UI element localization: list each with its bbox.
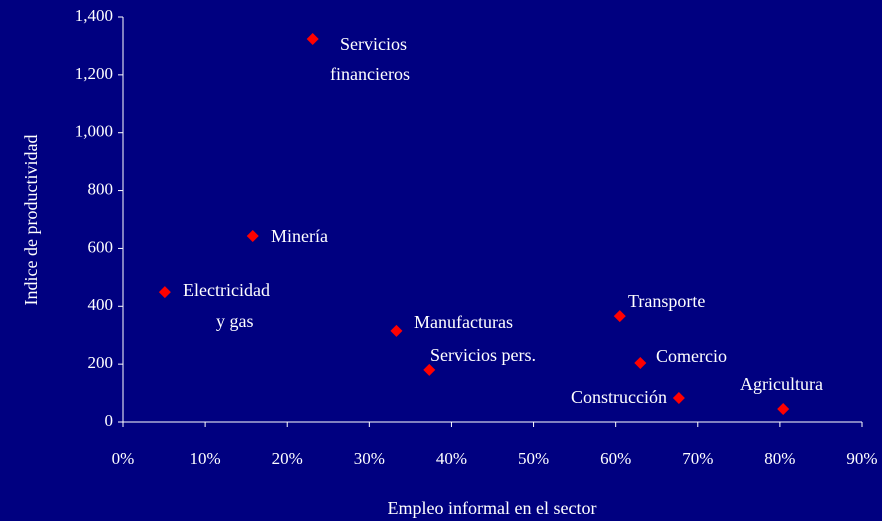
point-label: Electricidad <box>183 280 270 300</box>
point-label: Servicios pers. <box>430 345 536 365</box>
point-label: Transporte <box>628 291 705 311</box>
y-tick-label: 400 <box>88 295 114 314</box>
point <box>306 32 319 45</box>
point <box>158 286 171 299</box>
y-tick-label: 0 <box>105 411 114 430</box>
x-tick-label: 70% <box>682 449 713 468</box>
point-label: Agricultura <box>740 374 823 394</box>
point <box>777 402 790 415</box>
point-label: y gas <box>216 311 254 331</box>
point <box>613 310 626 323</box>
y-axis-title: Indice de productividad <box>21 135 41 306</box>
x-tick-label: 90% <box>846 449 877 468</box>
point <box>423 363 436 376</box>
y-tick-label: 1,200 <box>75 64 113 83</box>
x-tick-label: 20% <box>272 449 303 468</box>
x-axis-title: Empleo informal en el sector <box>388 498 597 518</box>
x-tick-label: 10% <box>190 449 221 468</box>
point <box>634 356 647 369</box>
point <box>246 229 259 242</box>
point <box>390 324 403 337</box>
point-label: Manufacturas <box>414 312 513 332</box>
point-label: Minería <box>271 226 328 246</box>
point <box>672 391 685 404</box>
y-tick-label: 1,400 <box>75 6 113 25</box>
x-tick-label: 50% <box>518 449 549 468</box>
point-label: financieros <box>330 64 410 84</box>
x-tick-label: 60% <box>600 449 631 468</box>
x-tick-label: 0% <box>112 449 135 468</box>
y-tick-label: 1,000 <box>75 122 113 141</box>
y-tick-label: 200 <box>88 353 114 372</box>
point-label: Servicios <box>340 34 407 54</box>
x-tick-label: 40% <box>436 449 467 468</box>
y-tick-label: 600 <box>88 237 114 256</box>
point-label: Construcción <box>571 387 667 407</box>
point-label: Comercio <box>656 346 727 366</box>
x-tick-label: 30% <box>354 449 385 468</box>
y-tick-label: 800 <box>88 179 114 198</box>
x-tick-label: 80% <box>764 449 795 468</box>
